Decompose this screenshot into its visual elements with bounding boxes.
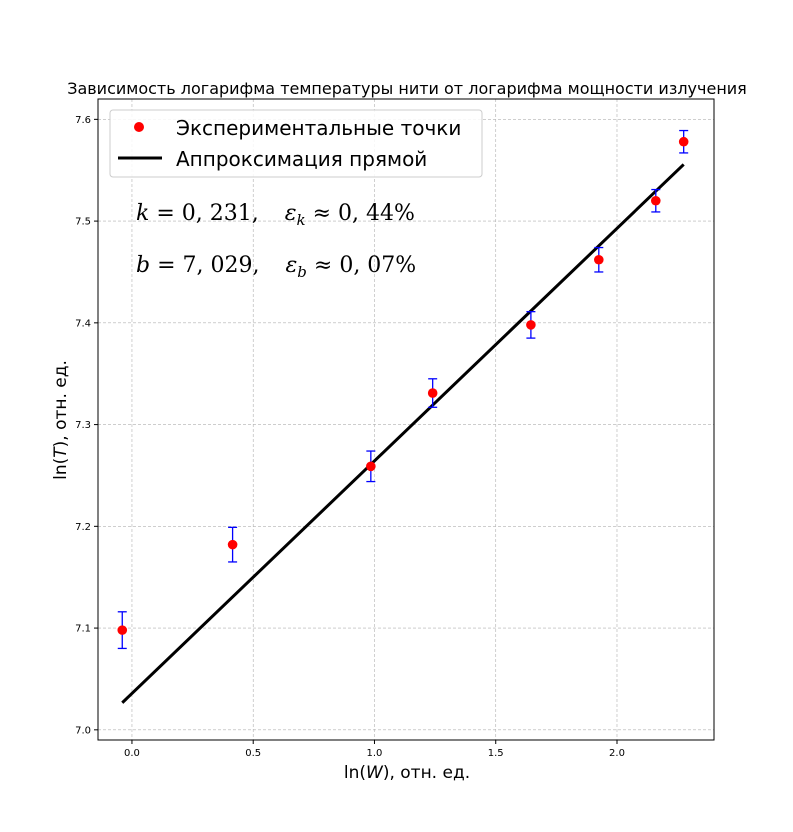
y-axis-ticks: 7.0 7.1 7.2 7.3 7.4 7.5 7.6: [75, 115, 98, 736]
legend: Экспериментальные точки Аппроксимация пр…: [109, 109, 483, 178]
x-axis-label: ln(W), отн. ед.: [344, 763, 470, 783]
y-tick-label-3: 7.3: [75, 420, 91, 431]
x-tick-label-1: 0.5: [245, 748, 261, 759]
annotation-b: b = 7, 029, εb ≈ 0, 07%: [136, 253, 416, 281]
data-point-5: [594, 254, 604, 265]
legend-marker-points: [134, 122, 144, 132]
x-tick-label-0: 0.0: [124, 748, 140, 759]
y-tick-label-0: 7.0: [75, 725, 91, 736]
legend-box: [109, 109, 483, 178]
y-tick-label-1: 7.1: [75, 624, 91, 635]
y-tick-label-4: 7.4: [75, 318, 91, 329]
fit-line-group: [121, 163, 685, 704]
data-point-0: [117, 625, 128, 635]
x-axis-ticks: 0.0 0.5 1.0 1.5 2.0: [124, 740, 625, 759]
x-tick-label-2: 1.0: [367, 748, 383, 759]
fit-line: [121, 163, 685, 704]
grid: [98, 99, 714, 740]
data-point-3: [427, 388, 438, 398]
x-tick-label-4: 2.0: [609, 748, 625, 759]
y-tick-label-6: 7.6: [75, 115, 91, 126]
y-tick-label-5: 7.5: [75, 217, 91, 228]
data-point-1: [227, 539, 238, 550]
chart-title: Зависимость логарифма температуры нити о…: [67, 79, 747, 98]
legend-label-line: Аппроксимация прямой: [176, 147, 427, 171]
plot-frame: [97, 98, 715, 741]
data-point-6: [650, 195, 661, 206]
y-axis-label: ln(T), отн. ед.: [51, 360, 71, 480]
y-tick-label-2: 7.2: [75, 522, 91, 533]
data-point-2: [366, 461, 376, 472]
data-point-4: [526, 320, 536, 330]
annotation-k: k = 0, 231, εk ≈ 0, 44%: [136, 201, 415, 229]
x-tick-label-3: 1.5: [488, 748, 504, 759]
data-points-group: [117, 129, 689, 650]
legend-label-points: Экспериментальные точки: [176, 116, 461, 140]
data-point-7: [678, 136, 689, 147]
